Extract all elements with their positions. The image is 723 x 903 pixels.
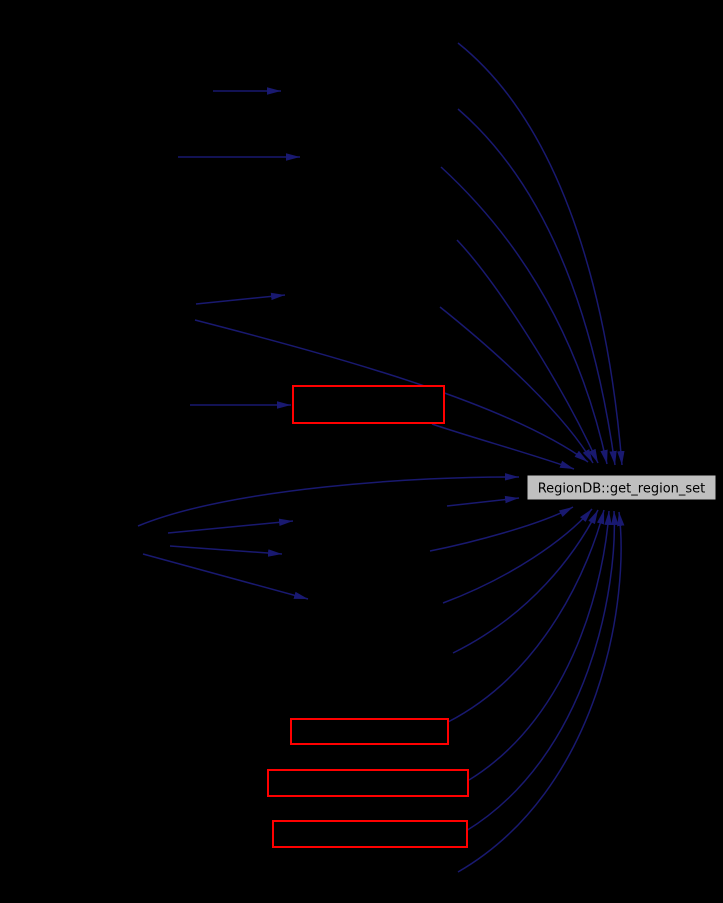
call-edge (456, 239, 599, 464)
call-edge (195, 292, 286, 305)
call-edge (169, 545, 283, 557)
highlighted-function-node[interactable]: RegionDB::get_region_set (526, 474, 717, 501)
call-edge (167, 518, 294, 534)
function-node-label: RegionDB::get_region_set (538, 482, 706, 497)
call-edge (442, 508, 593, 604)
call-edge (194, 319, 589, 463)
call-edge (446, 495, 520, 507)
truncated-caller-node[interactable] (267, 769, 469, 797)
call-edge (457, 108, 617, 466)
call-edge (429, 506, 574, 552)
call-edge (457, 511, 625, 873)
call-edge (137, 473, 520, 527)
truncated-caller-node[interactable] (290, 718, 449, 745)
call-edge (457, 42, 625, 466)
call-edge (468, 510, 612, 781)
edges-layer (137, 42, 625, 873)
call-edge (142, 553, 309, 600)
call-edge (439, 306, 594, 464)
truncated-nodes-layer (267, 385, 469, 848)
call-edge (465, 510, 619, 832)
call-edge (452, 509, 599, 654)
call-edge (431, 423, 575, 470)
truncated-caller-node[interactable] (292, 385, 445, 424)
call-edge (440, 166, 608, 465)
function-node-box[interactable] (526, 474, 717, 501)
call-edge (447, 509, 605, 723)
truncated-caller-node[interactable] (272, 820, 468, 848)
